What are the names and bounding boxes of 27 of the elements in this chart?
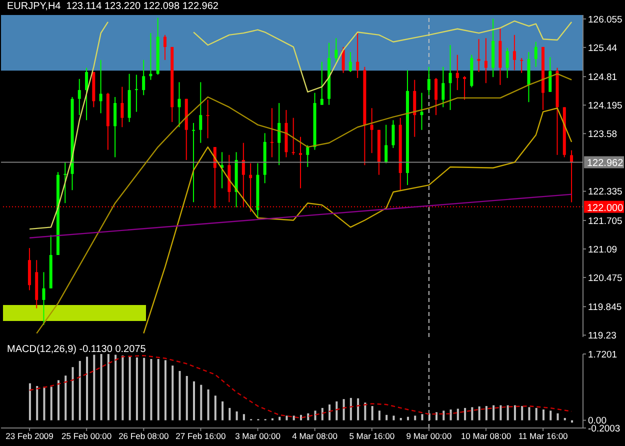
x-tick-label: 25 Feb 00:00 <box>62 431 112 442</box>
chart-title: EURJPY,H4 123.114 123.220 122.098 122.962 <box>6 1 220 12</box>
y-tick-label: 120.475 <box>588 272 622 284</box>
y-tick-label: 121.09 <box>588 244 618 256</box>
x-tick-label: 4 Mar 08:00 <box>292 431 338 442</box>
x-tick-label: 5 Mar 16:00 <box>349 431 395 442</box>
ref-line-label: 122.962 <box>587 158 624 170</box>
ref-line-label: 122.000 <box>587 202 624 214</box>
chart-title: MACD(12,26,9) -0.1130 0.2075 <box>6 344 147 355</box>
y-tick-label: -0.2003 <box>588 423 620 434</box>
y-tick-label: 121.705 <box>588 216 622 227</box>
x-tick-label: 27 Feb 16:00 <box>176 431 226 442</box>
y-tick-label: 125.44 <box>588 42 618 54</box>
y-tick-label: 123.58 <box>588 128 618 140</box>
x-tick-label: 23 Feb 2009 <box>6 431 54 442</box>
y-tick-label: 124.195 <box>588 100 622 112</box>
y-tick-label: 122.335 <box>588 186 622 198</box>
x-tick-label: 26 Feb 08:00 <box>118 431 169 442</box>
x-tick-label: 11 Mar 16:00 <box>518 431 568 442</box>
y-tick-label: 1.7201 <box>588 349 618 360</box>
y-tick-label: 126.055 <box>588 14 622 26</box>
x-tick-label: 9 Mar 00:00 <box>406 431 452 442</box>
x-tick-label: 3 Mar 00:00 <box>235 431 281 442</box>
y-tick-label: 124.81 <box>588 72 618 83</box>
y-tick-label: 119.23 <box>588 330 616 342</box>
x-tick-label: 10 Mar 08:00 <box>460 431 512 442</box>
y-tick-label: 119.845 <box>588 302 622 314</box>
